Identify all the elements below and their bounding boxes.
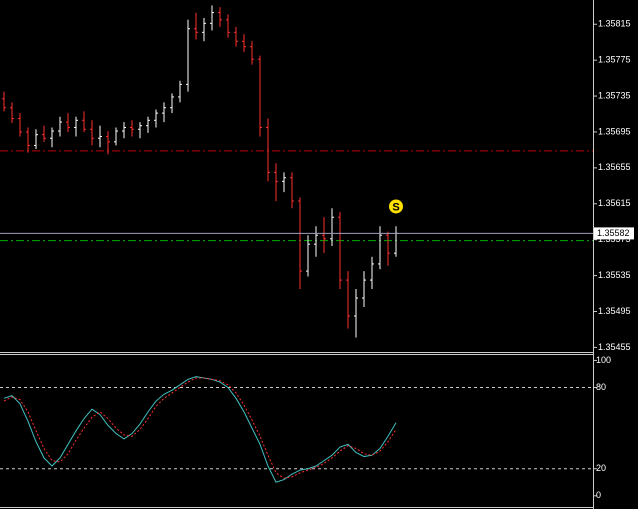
y-tick-label: 1.35695	[598, 126, 631, 136]
signal-marker	[389, 199, 403, 214]
y-tick-label: 1.35815	[598, 19, 631, 29]
y-tick-label: 1.35535	[598, 270, 631, 280]
signal-label: S	[392, 201, 399, 213]
main-line	[3, 376, 397, 483]
y-tick-label: 1.35455	[598, 342, 631, 352]
y-tick-label: 20	[596, 463, 606, 473]
y-tick-label: 80	[596, 382, 606, 392]
y-tick-label: 1.35495	[598, 306, 631, 316]
current-price-label: 1.35582	[597, 228, 630, 238]
y-tick-label: 100	[596, 355, 611, 365]
current-price-box	[594, 227, 634, 240]
y-tick-label: 1.35655	[598, 162, 631, 172]
signal-line	[3, 377, 397, 479]
y-tick-label: 0	[596, 490, 601, 500]
y-tick-label: 1.35775	[598, 55, 631, 65]
y-tick-label: 1.35615	[598, 198, 631, 208]
y-tick-label: 1.35735	[598, 90, 631, 100]
